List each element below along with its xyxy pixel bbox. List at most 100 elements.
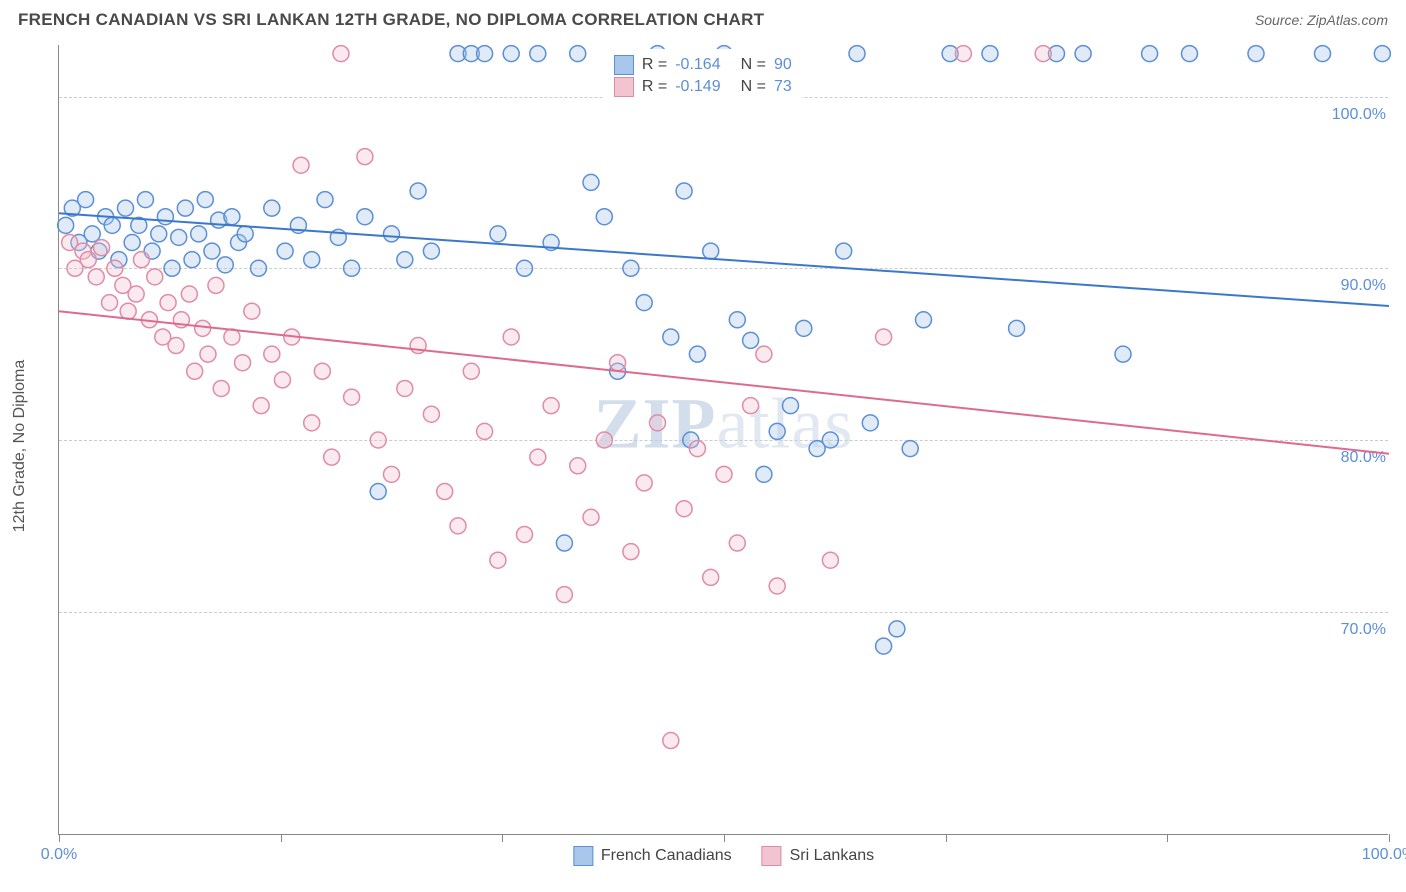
data-point xyxy=(384,466,400,482)
r-label: R = xyxy=(642,56,667,74)
data-point xyxy=(181,286,197,302)
data-point xyxy=(251,260,267,276)
data-point xyxy=(208,277,224,293)
data-point xyxy=(729,535,745,551)
x-tick xyxy=(724,834,725,842)
data-point xyxy=(397,380,413,396)
data-point xyxy=(164,260,180,276)
data-point xyxy=(237,226,253,242)
data-point xyxy=(423,406,439,422)
data-point xyxy=(344,389,360,405)
data-point xyxy=(1142,46,1158,62)
legend-label: French Canadians xyxy=(601,847,732,865)
data-point xyxy=(1248,46,1264,62)
data-point xyxy=(1182,46,1198,62)
x-tick xyxy=(59,834,60,842)
chart-plot-area: ZIPatlas 70.0%80.0%90.0%100.0% 0.0%100.0… xyxy=(58,45,1388,835)
data-point xyxy=(703,569,719,585)
data-point xyxy=(743,332,759,348)
data-point xyxy=(94,240,110,256)
data-point xyxy=(503,46,519,62)
data-point xyxy=(370,484,386,500)
data-point xyxy=(104,217,120,233)
data-point xyxy=(783,398,799,414)
data-point xyxy=(187,363,203,379)
data-point xyxy=(663,733,679,749)
data-point xyxy=(200,346,216,362)
x-tick xyxy=(502,834,503,842)
data-point xyxy=(304,252,320,268)
data-point xyxy=(437,484,453,500)
data-point xyxy=(168,338,184,354)
data-point xyxy=(756,346,772,362)
legend-item: French Canadians xyxy=(573,846,732,866)
data-point xyxy=(357,209,373,225)
data-point xyxy=(716,466,732,482)
data-point xyxy=(264,200,280,216)
data-point xyxy=(102,295,118,311)
data-point xyxy=(78,192,94,208)
data-point xyxy=(490,552,506,568)
data-point xyxy=(463,363,479,379)
stats-legend: R =-0.164N =90R =-0.149N =73 xyxy=(604,49,802,103)
data-point xyxy=(410,183,426,199)
data-point xyxy=(224,329,240,345)
data-point xyxy=(743,398,759,414)
data-point xyxy=(333,46,349,62)
data-point xyxy=(171,229,187,245)
data-point xyxy=(1009,320,1025,336)
data-point xyxy=(324,449,340,465)
data-point xyxy=(213,380,229,396)
data-point xyxy=(137,192,153,208)
data-point xyxy=(147,269,163,285)
data-point xyxy=(423,243,439,259)
data-point xyxy=(344,260,360,276)
data-point xyxy=(570,458,586,474)
data-point xyxy=(184,252,200,268)
data-point xyxy=(889,621,905,637)
data-point xyxy=(982,46,998,62)
data-point xyxy=(796,320,812,336)
n-value: 73 xyxy=(774,78,792,96)
data-point xyxy=(224,209,240,225)
data-point xyxy=(610,355,626,371)
legend-swatch xyxy=(573,846,593,866)
data-point xyxy=(596,432,612,448)
data-point xyxy=(277,243,293,259)
n-label: N = xyxy=(741,78,766,96)
data-point xyxy=(1075,46,1091,62)
data-point xyxy=(836,243,852,259)
data-point xyxy=(689,441,705,457)
data-point xyxy=(769,423,785,439)
data-point xyxy=(191,226,207,242)
data-point xyxy=(58,217,74,233)
data-point xyxy=(530,46,546,62)
data-point xyxy=(503,329,519,345)
data-point xyxy=(235,355,251,371)
data-point xyxy=(689,346,705,362)
r-label: R = xyxy=(642,78,667,96)
data-point xyxy=(1035,46,1051,62)
data-point xyxy=(384,226,400,242)
data-point xyxy=(120,303,136,319)
data-point xyxy=(1115,346,1131,362)
data-point xyxy=(636,475,652,491)
data-point xyxy=(556,587,572,603)
data-point xyxy=(729,312,745,328)
data-point xyxy=(157,209,173,225)
data-point xyxy=(517,526,533,542)
r-value: -0.149 xyxy=(675,78,720,96)
legend-swatch xyxy=(614,55,634,75)
data-point xyxy=(107,260,123,276)
data-point xyxy=(124,235,140,251)
data-point xyxy=(663,329,679,345)
data-point xyxy=(151,226,167,242)
legend-swatch xyxy=(762,846,782,866)
data-point xyxy=(217,257,233,273)
data-point xyxy=(133,252,149,268)
x-tick xyxy=(1167,834,1168,842)
data-point xyxy=(756,466,772,482)
chart-header: FRENCH CANADIAN VS SRI LANKAN 12TH GRADE… xyxy=(0,0,1406,38)
data-point xyxy=(357,149,373,165)
data-point xyxy=(596,209,612,225)
